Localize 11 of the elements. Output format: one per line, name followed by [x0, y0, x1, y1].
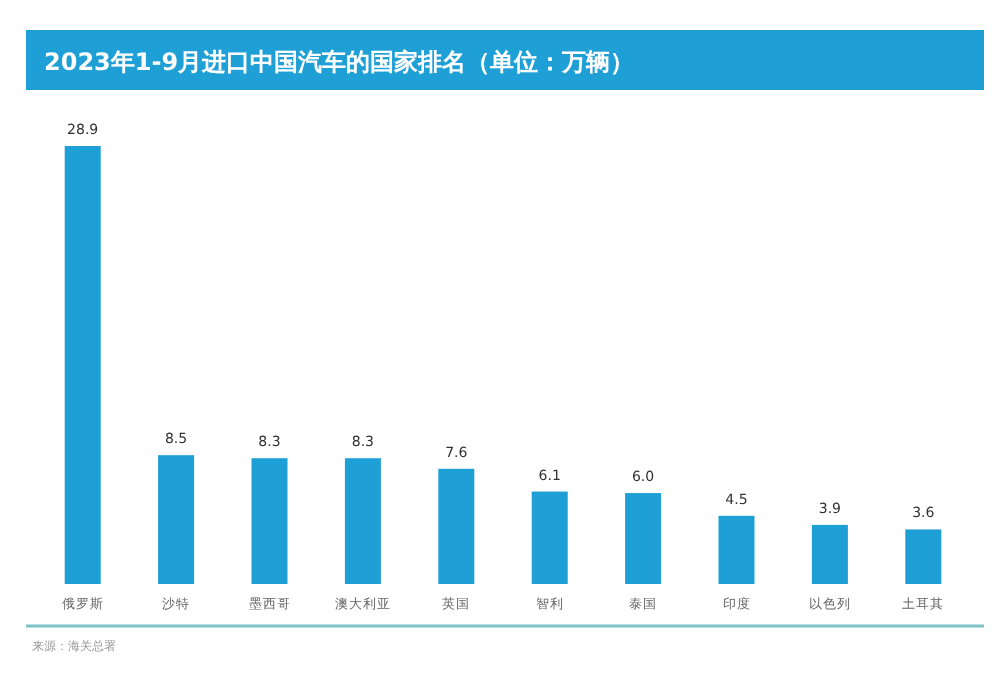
bar — [344, 458, 381, 584]
bar — [625, 493, 662, 584]
bar — [811, 524, 848, 584]
bar — [905, 529, 942, 584]
bar — [718, 515, 755, 584]
bar — [251, 458, 288, 584]
bar — [531, 491, 568, 584]
bar — [158, 455, 195, 584]
bar — [438, 468, 475, 584]
chart-title: 2023年1-9月进口中国汽车的国家排名（单位：万辆） — [44, 48, 635, 76]
bar — [64, 146, 101, 584]
